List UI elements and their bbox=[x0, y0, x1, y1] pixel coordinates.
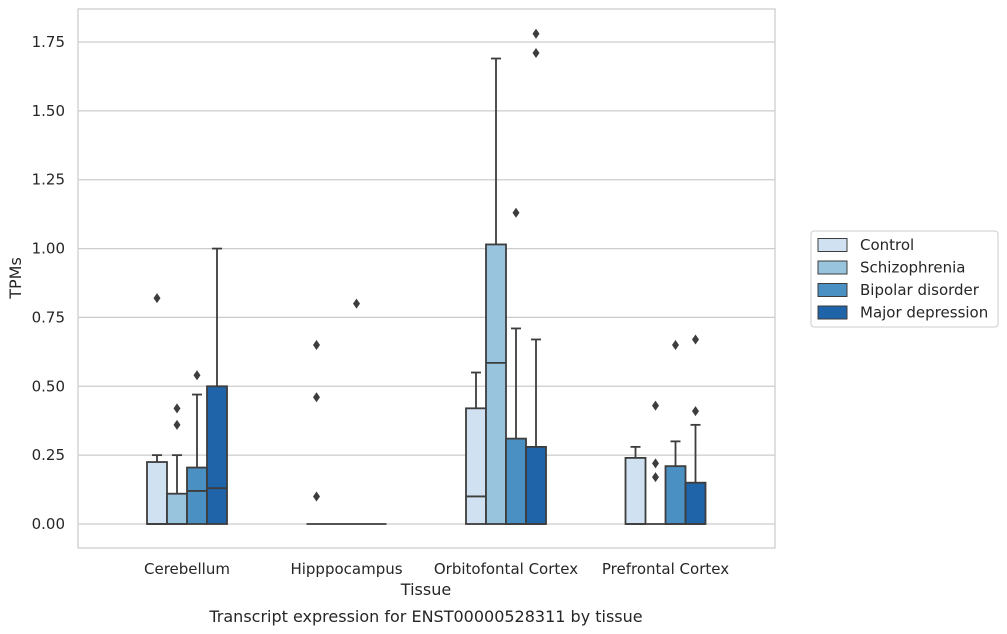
outlier-point bbox=[313, 392, 320, 403]
y-tick-label: 1.00 bbox=[32, 240, 65, 258]
x-tick-label: Orbitofontal Cortex bbox=[434, 560, 578, 578]
x-tick-labels: Cerebellum Hipppocampus Orbitofontal Corte… bbox=[144, 560, 729, 578]
outlier-point bbox=[173, 419, 181, 430]
chart-caption: Transcript expression for ENST0000052831… bbox=[208, 607, 642, 626]
box-group bbox=[664, 339, 687, 525]
x-axis-label: Tissue bbox=[400, 580, 451, 599]
box bbox=[485, 243, 507, 525]
box bbox=[505, 437, 527, 525]
x-tick-label: Prefrontal Cortex bbox=[602, 560, 729, 578]
box bbox=[146, 461, 168, 525]
box bbox=[465, 407, 487, 525]
box-group bbox=[465, 371, 487, 525]
box bbox=[206, 385, 228, 525]
x-tick-label: Hipppocampus bbox=[290, 560, 402, 578]
outlier-point bbox=[652, 472, 659, 483]
box-group bbox=[166, 403, 188, 525]
outlier-point bbox=[193, 370, 201, 381]
box bbox=[525, 445, 547, 525]
y-tick-label: 0.25 bbox=[32, 446, 65, 464]
box-group bbox=[186, 370, 208, 525]
legend-label: Schizophrenia bbox=[860, 259, 965, 277]
outlier-point bbox=[692, 334, 699, 345]
box-group bbox=[306, 339, 327, 525]
outlier-point bbox=[313, 491, 320, 502]
legend: Control Schizophrenia Bipolar disorder Majo… bbox=[810, 230, 999, 328]
legend-swatch bbox=[817, 305, 848, 320]
box-group bbox=[146, 293, 168, 525]
outlier-point bbox=[532, 28, 540, 39]
box-group bbox=[624, 445, 647, 525]
legend-swatch bbox=[817, 283, 848, 297]
box-series-layer bbox=[146, 28, 707, 525]
plot-frame bbox=[77, 8, 776, 549]
outlier-point bbox=[173, 403, 181, 414]
box bbox=[664, 465, 687, 525]
legend-swatch bbox=[817, 260, 848, 275]
box bbox=[684, 481, 707, 525]
box-group bbox=[645, 400, 666, 525]
box bbox=[186, 466, 208, 525]
y-axis-label: TPMs bbox=[6, 257, 25, 300]
box bbox=[166, 492, 188, 525]
y-tick-label: 1.25 bbox=[32, 171, 65, 189]
legend-label: Bipolar disorder bbox=[860, 281, 980, 299]
y-tick-label: 0.75 bbox=[32, 308, 65, 326]
outlier-point bbox=[353, 298, 360, 309]
y-tick-label: 0.50 bbox=[32, 377, 65, 395]
outlier-point bbox=[313, 339, 320, 350]
outlier-point bbox=[512, 207, 520, 218]
legend-label: Major depression bbox=[860, 304, 988, 322]
x-tick-label: Cerebellum bbox=[144, 560, 230, 578]
box-group bbox=[346, 298, 367, 525]
outlier-point bbox=[692, 406, 699, 417]
legend-swatch bbox=[817, 238, 848, 252]
box-group bbox=[505, 207, 527, 525]
y-tick-labels: 0.00 0.25 0.50 0.75 1.00 1.25 1.50 1.75 bbox=[32, 33, 65, 533]
y-tick-label: 1.50 bbox=[32, 102, 65, 120]
legend-frame bbox=[810, 230, 999, 328]
grid-lines bbox=[78, 41, 775, 525]
y-tick-label: 0.00 bbox=[32, 515, 65, 533]
outlier-point bbox=[153, 293, 161, 304]
outlier-point bbox=[652, 400, 659, 411]
box-group bbox=[485, 57, 507, 525]
outlier-point bbox=[652, 458, 659, 469]
y-tick-label: 1.75 bbox=[32, 33, 65, 51]
box-group bbox=[206, 247, 228, 525]
outlier-point bbox=[532, 48, 540, 59]
outlier-point bbox=[672, 339, 679, 350]
box bbox=[624, 456, 647, 525]
legend-label: Control bbox=[860, 236, 914, 254]
box-group bbox=[684, 334, 707, 525]
box-group bbox=[525, 28, 547, 525]
